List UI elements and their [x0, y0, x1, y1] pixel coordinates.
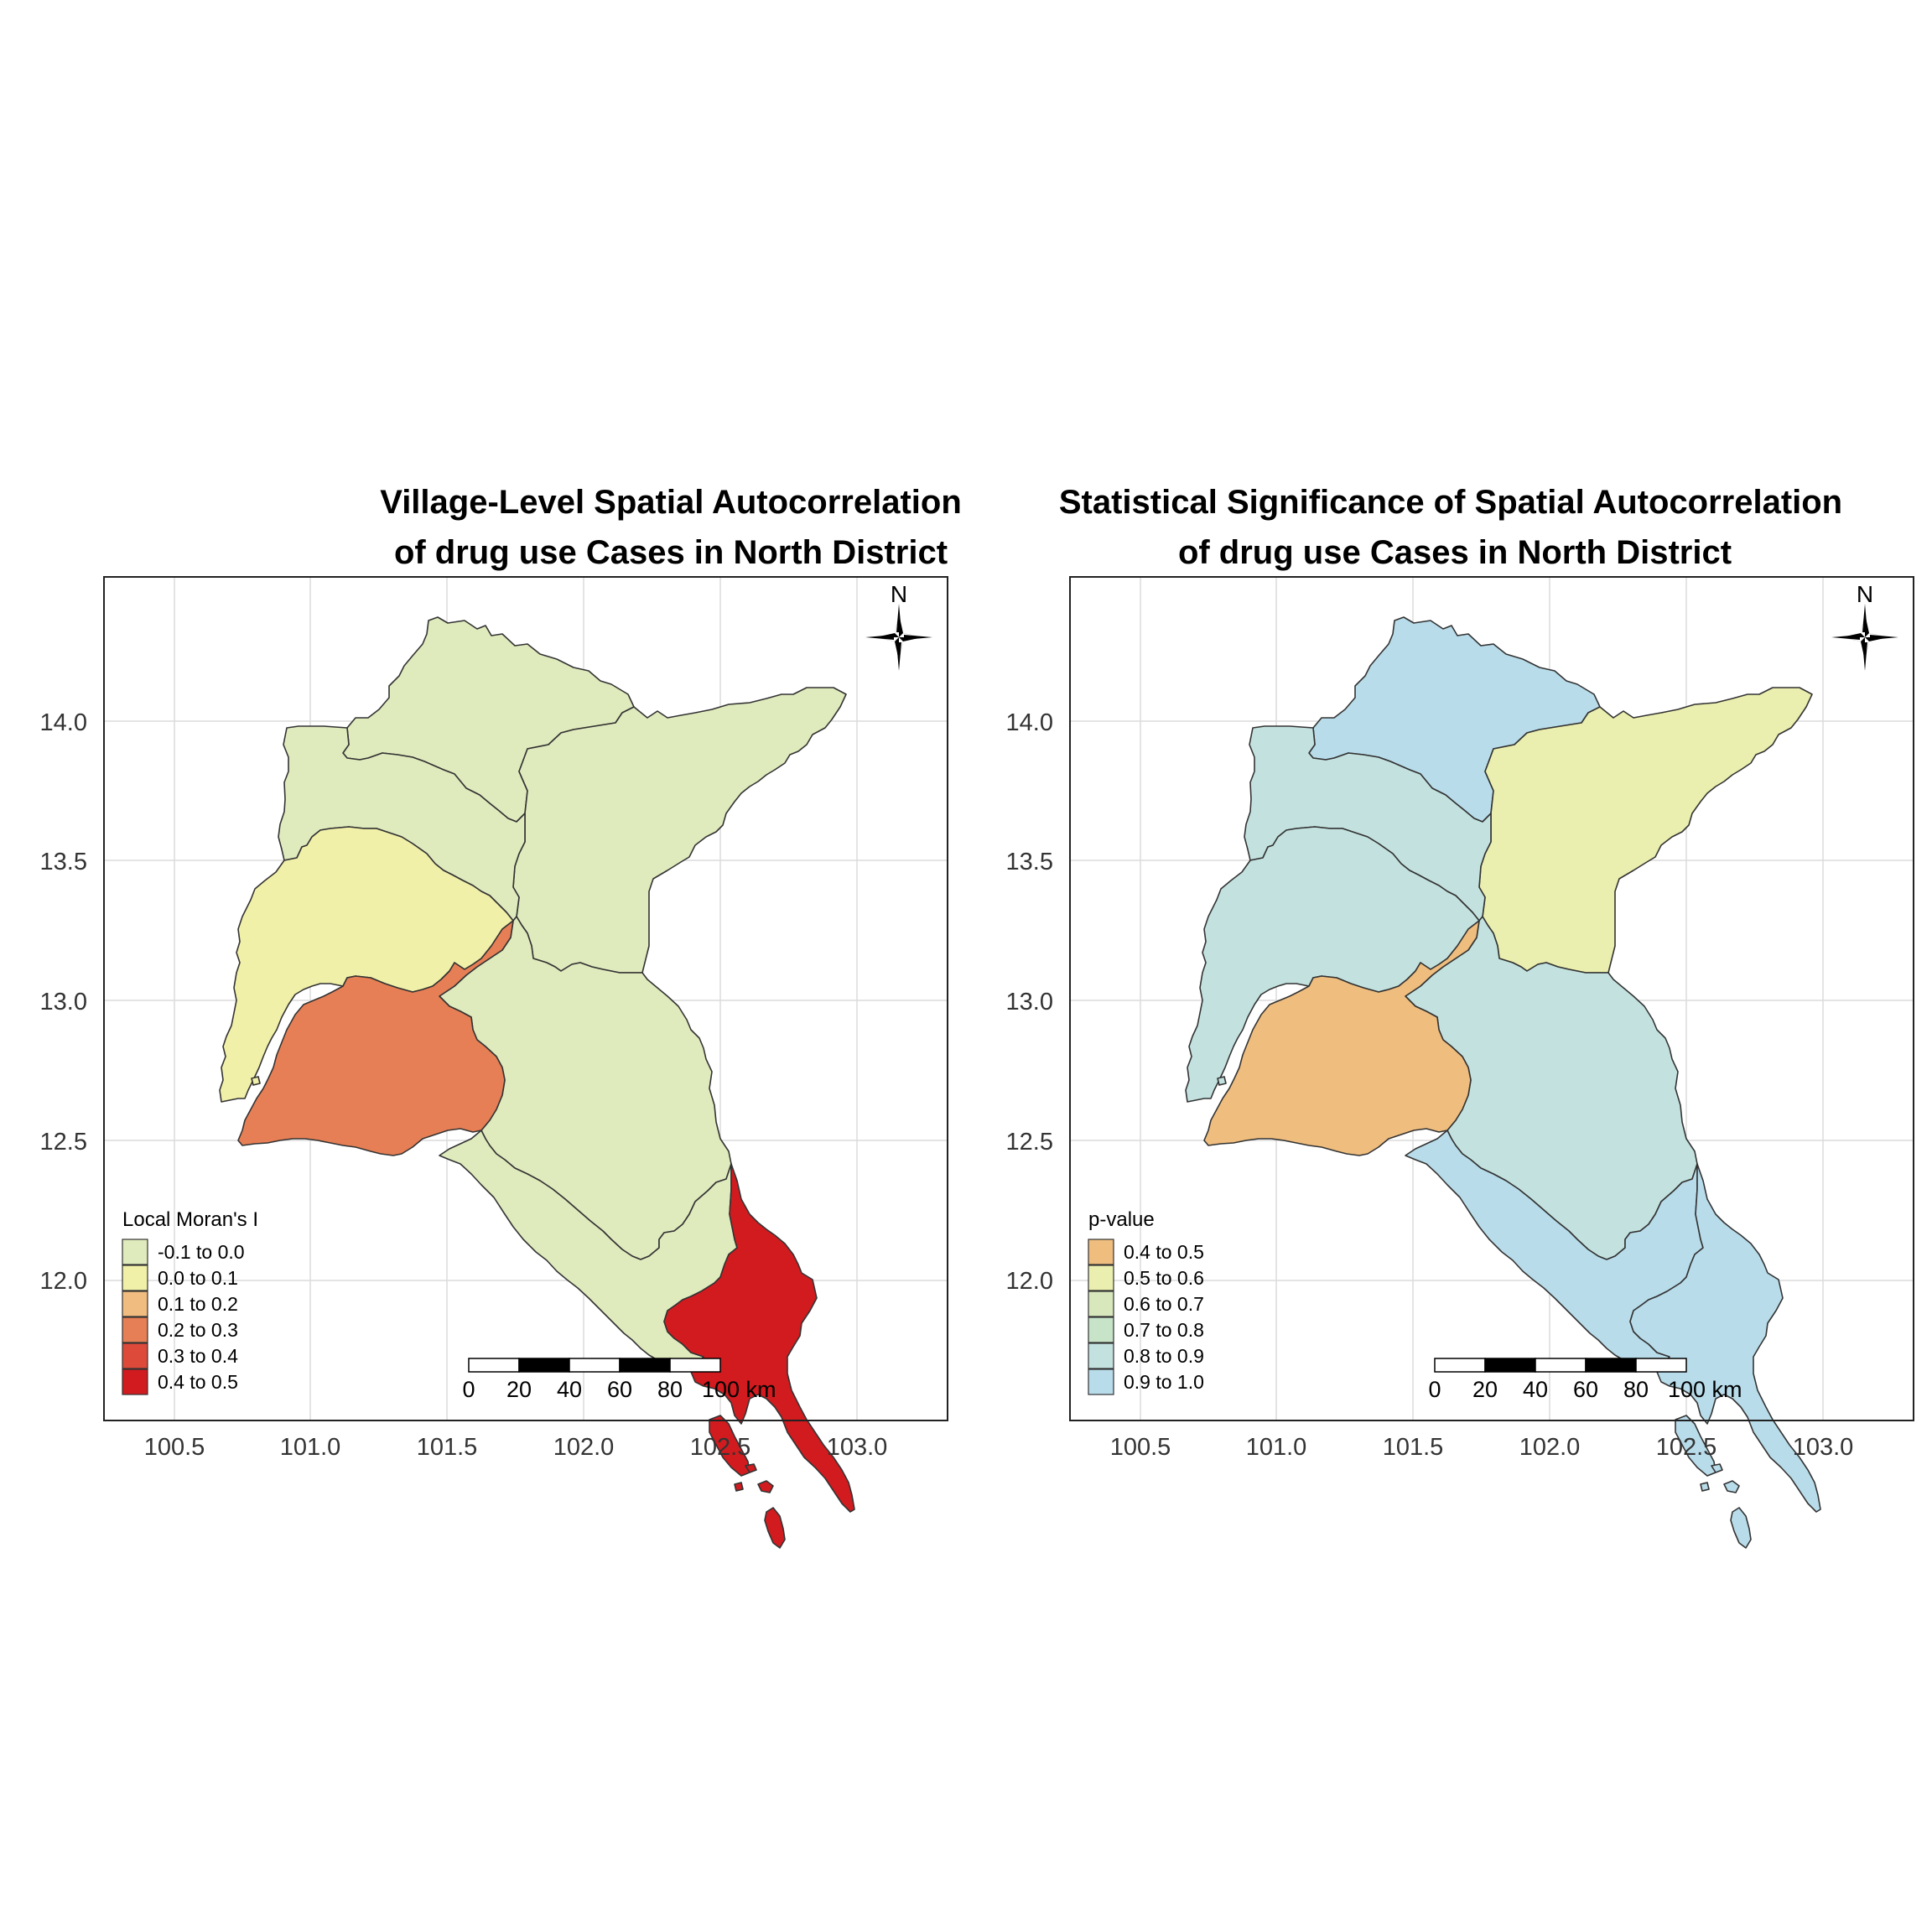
map-2-legend-label: 0.5 to 0.6: [1124, 1267, 1204, 1289]
map-2-x-tick: 102.0: [1519, 1434, 1581, 1461]
map-2-plot-area: N p-value 0.4 to 0.5 0.5 to 0.6 0.6 to 0.7…: [1069, 576, 1914, 1549]
map-2-legend-swatch: [1088, 1343, 1114, 1369]
map-1-island: [764, 1507, 786, 1549]
map-1-frame: [103, 576, 948, 1421]
map-2-scale-label: 100 km: [1668, 1377, 1742, 1402]
map-2-island: [1723, 1480, 1740, 1493]
map-1-x-tick: 102.5: [690, 1434, 751, 1461]
map-1-y-tick: 13.5: [40, 849, 87, 875]
map-1-legend-label: 0.3 to 0.4: [158, 1345, 238, 1367]
map-1-scale-label: 20: [506, 1377, 532, 1402]
map-2-island: [1700, 1482, 1710, 1492]
map-2-scale-label: 40: [1523, 1377, 1548, 1402]
map-2-legend: p-value 0.4 to 0.5 0.5 to 0.6 0.6 to 0.7 0.…: [1088, 1208, 1204, 1395]
map-1-x-tick: 101.5: [417, 1434, 478, 1461]
map-1-island: [757, 1480, 774, 1493]
map-2-title-line-1: Statistical Significance of Spatial Auto…: [1059, 484, 1842, 521]
map-2-x-tick: 101.5: [1383, 1434, 1444, 1461]
map-2-legend-swatch: [1088, 1317, 1114, 1343]
map-1-north-label: N: [891, 581, 907, 607]
map-1-title-line-2: of drug use Cases in North District: [394, 534, 948, 571]
map-1-x-tick: 101.0: [280, 1434, 341, 1461]
map-2-legend-label: 0.6 to 0.7: [1124, 1293, 1204, 1315]
map-1-legend-label: 0.2 to 0.3: [158, 1319, 238, 1341]
map-1-legend-label: 0.1 to 0.2: [158, 1293, 238, 1315]
map-1-legend-swatch: [122, 1265, 148, 1291]
map-2-scale-label: 80: [1623, 1377, 1649, 1402]
map-1-island: [734, 1482, 744, 1492]
map-1-scale-label: 60: [607, 1377, 632, 1402]
map-1-scale-label: 100 km: [702, 1377, 776, 1402]
map-2-scale-bar: 0 20 40 60 80 100 km: [1428, 1358, 1742, 1402]
map-2-y-tick: 12.0: [1006, 1268, 1053, 1295]
map-1-legend-label: 0.0 to 0.1: [158, 1267, 238, 1289]
map-1-legend-label: -0.1 to 0.0: [158, 1241, 245, 1263]
map-1-scale-label: 80: [657, 1377, 683, 1402]
map-2-y-tick: 13.0: [1006, 989, 1053, 1015]
map-1-legend-swatch: [122, 1291, 148, 1317]
map-1-scale-label: 0: [462, 1377, 475, 1402]
map-2-legend-label: 0.7 to 0.8: [1124, 1319, 1204, 1341]
map-1-scale-bar: 0 20 40 60 80 100 km: [462, 1358, 776, 1402]
map-1-legend-label: 0.4 to 0.5: [158, 1371, 238, 1393]
map-1-x-tick: 103.0: [827, 1434, 888, 1461]
map-2-title-line-2: of drug use Cases in North District: [1178, 534, 1732, 571]
map-1-legend-swatch: [122, 1239, 148, 1265]
map-2-frame: [1069, 576, 1914, 1421]
map-1-x-tick: 100.5: [144, 1434, 205, 1461]
map-2-x-tick: 100.5: [1110, 1434, 1171, 1461]
map-2-island: [1730, 1507, 1752, 1549]
map-2-y-tick: 12.5: [1006, 1129, 1053, 1156]
map-1-scale-label: 40: [557, 1377, 582, 1402]
map-2-x-axis: 100.5 101.0 101.5 102.0 102.5 103.0: [1110, 1434, 1854, 1461]
map-1-y-axis: 14.0 13.5 13.0 12.5 12.0: [40, 709, 87, 1295]
map-2-x-tick: 101.0: [1246, 1434, 1307, 1461]
map-panel-2: Statistical Significance of Spatial Auto…: [1006, 484, 1914, 1549]
map-2-x-tick: 103.0: [1793, 1434, 1854, 1461]
map-1-y-tick: 12.5: [40, 1129, 87, 1156]
map-2-island: [1217, 1076, 1227, 1086]
map-2-scale-label: 20: [1472, 1377, 1498, 1402]
map-1-legend-swatch: [122, 1317, 148, 1343]
map-1-north-arrow-icon: [865, 604, 932, 671]
map-2-legend-label: 0.4 to 0.5: [1124, 1241, 1204, 1263]
map-1-title-line-1: Village-Level Spatial Autocorrelation: [380, 484, 962, 521]
map-2-y-axis: 14.0 13.5 13.0 12.5 12.0: [1006, 709, 1053, 1295]
map-2-legend-swatch: [1088, 1239, 1114, 1265]
map-2-legend-swatch: [1088, 1291, 1114, 1317]
map-1-plot-area: N Local Moran's I -0.1 to 0.0 0.0 to 0.1 0…: [103, 576, 948, 1549]
map-1-y-tick: 12.0: [40, 1268, 87, 1295]
map-2-legend-label: 0.9 to 1.0: [1124, 1371, 1204, 1393]
map-2-legend-swatch: [1088, 1265, 1114, 1291]
map-1-legend-title: Local Moran's I: [122, 1208, 258, 1231]
map-panel-1: Village-Level Spatial Autocorrelation of…: [40, 484, 962, 1549]
map-1-island: [251, 1076, 261, 1086]
map-2-north-arrow-icon: [1831, 604, 1898, 671]
map-2-legend-swatch: [1088, 1368, 1114, 1395]
map-2-legend-title: p-value: [1088, 1208, 1155, 1231]
map-1-y-tick: 13.0: [40, 989, 87, 1015]
map-2-north-label: N: [1857, 581, 1873, 607]
map-2-legend-label: 0.8 to 0.9: [1124, 1345, 1204, 1367]
map-1-y-tick: 14.0: [40, 709, 87, 736]
map-2-y-tick: 14.0: [1006, 709, 1053, 736]
map-2-scale-label: 0: [1428, 1377, 1441, 1402]
map-2-x-tick: 102.5: [1656, 1434, 1717, 1461]
map-1-legend: Local Moran's I -0.1 to 0.0 0.0 to 0.1 0.1…: [122, 1208, 258, 1395]
map-1-legend-swatch: [122, 1368, 148, 1395]
map-1-x-axis: 100.5 101.0 101.5 102.0 102.5 103.0: [144, 1434, 888, 1461]
map-1-x-tick: 102.0: [553, 1434, 615, 1461]
map-1-legend-swatch: [122, 1343, 148, 1369]
map-2-scale-label: 60: [1573, 1377, 1598, 1402]
map-2-y-tick: 13.5: [1006, 849, 1053, 875]
